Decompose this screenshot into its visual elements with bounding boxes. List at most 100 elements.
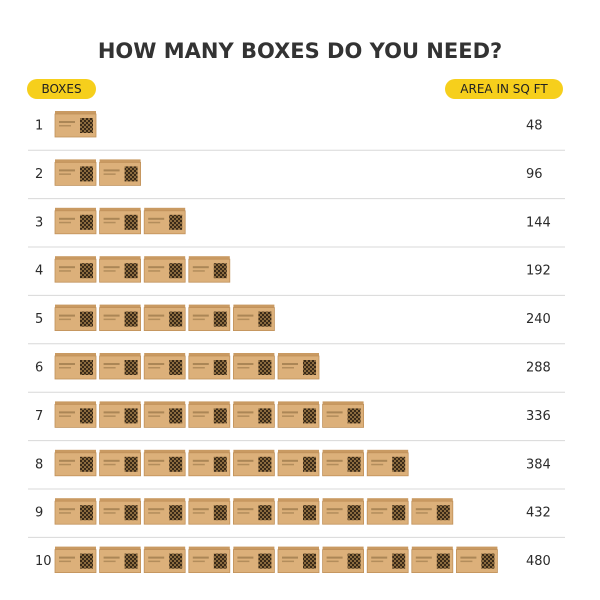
box-label	[282, 411, 298, 414]
row-count: 8	[35, 457, 43, 472]
box-icon	[54, 353, 97, 380]
box-top	[99, 159, 141, 164]
box-label	[192, 512, 205, 514]
box-label	[326, 512, 339, 514]
row-area: 288	[526, 361, 551, 376]
box-label	[282, 367, 294, 369]
box-pattern	[258, 360, 272, 375]
box-label	[103, 508, 120, 511]
box-label	[59, 415, 71, 417]
box-icon	[188, 256, 231, 283]
box-icon	[143, 256, 186, 283]
box-pattern	[258, 505, 272, 521]
box-label	[103, 556, 120, 559]
box-icon	[366, 449, 409, 477]
box-label	[326, 508, 343, 511]
row-area: 240	[526, 312, 551, 327]
header-pill	[27, 79, 96, 99]
box-top	[322, 498, 364, 503]
box-top	[99, 353, 141, 357]
box-label	[59, 512, 71, 514]
box-label	[237, 367, 250, 369]
box-top	[188, 353, 230, 357]
box-label	[192, 459, 209, 462]
box-top	[99, 207, 141, 212]
box-top	[188, 546, 230, 551]
box-icon	[455, 546, 498, 573]
box-pattern	[213, 505, 227, 521]
box-label	[192, 314, 209, 317]
box-pattern	[347, 408, 361, 424]
box-pattern	[258, 553, 272, 569]
box-icon	[188, 498, 231, 525]
box-top	[411, 546, 453, 551]
box-label	[282, 512, 294, 514]
box-pattern	[80, 408, 93, 424]
box-icon	[99, 401, 141, 428]
box-icon	[54, 401, 97, 428]
box-top	[144, 304, 186, 309]
row-area: 432	[526, 506, 551, 521]
box-icon	[99, 304, 141, 332]
box-label	[237, 508, 254, 511]
box-label	[59, 560, 71, 563]
row-area: 144	[526, 215, 551, 230]
box-label	[282, 560, 294, 563]
box-icon	[232, 304, 275, 332]
box-label	[326, 463, 339, 466]
box-label	[148, 556, 165, 559]
box-icon	[322, 401, 365, 428]
box-label	[148, 367, 161, 369]
box-label	[237, 318, 250, 321]
box-label	[148, 318, 161, 321]
box-pattern	[392, 456, 406, 472]
box-top	[55, 353, 96, 357]
box-icon	[99, 546, 141, 573]
box-label	[59, 217, 75, 220]
box-top	[233, 353, 275, 357]
box-label	[192, 270, 205, 272]
box-pattern	[124, 360, 138, 375]
box-icon	[366, 546, 409, 573]
box-icon	[54, 256, 97, 283]
box-top	[188, 498, 230, 503]
box-label	[192, 318, 205, 321]
box-label	[192, 266, 209, 269]
box-pattern	[347, 456, 361, 472]
box-pattern	[303, 553, 316, 569]
box-label	[282, 463, 294, 466]
box-icon	[322, 498, 365, 525]
box-icon	[277, 449, 320, 477]
box-label	[148, 512, 161, 514]
box-icon	[54, 304, 97, 332]
box-top	[144, 546, 186, 551]
box-top	[55, 207, 96, 212]
row-count: 1	[35, 119, 43, 134]
box-label	[192, 367, 205, 369]
box-pattern	[80, 311, 93, 327]
box-label	[103, 415, 116, 417]
box-label	[415, 512, 428, 514]
box-label	[148, 463, 161, 466]
box-label	[103, 169, 120, 172]
box-pattern	[213, 456, 227, 472]
box-pattern	[213, 408, 227, 424]
box-label	[282, 363, 298, 365]
box-top	[278, 449, 319, 454]
box-label	[148, 266, 165, 269]
box-icon	[277, 498, 320, 525]
box-pattern	[169, 553, 183, 569]
box-label	[237, 512, 250, 514]
box-label	[103, 560, 116, 563]
box-pattern	[392, 553, 406, 569]
box-icon	[99, 256, 141, 283]
box-label	[148, 415, 161, 417]
box-icon	[143, 498, 186, 525]
box-pattern	[80, 166, 93, 182]
box-top	[188, 304, 230, 309]
box-icon	[411, 498, 454, 525]
box-top	[411, 498, 453, 503]
box-top	[144, 353, 186, 357]
box-top	[99, 449, 141, 454]
box-top	[99, 256, 141, 261]
